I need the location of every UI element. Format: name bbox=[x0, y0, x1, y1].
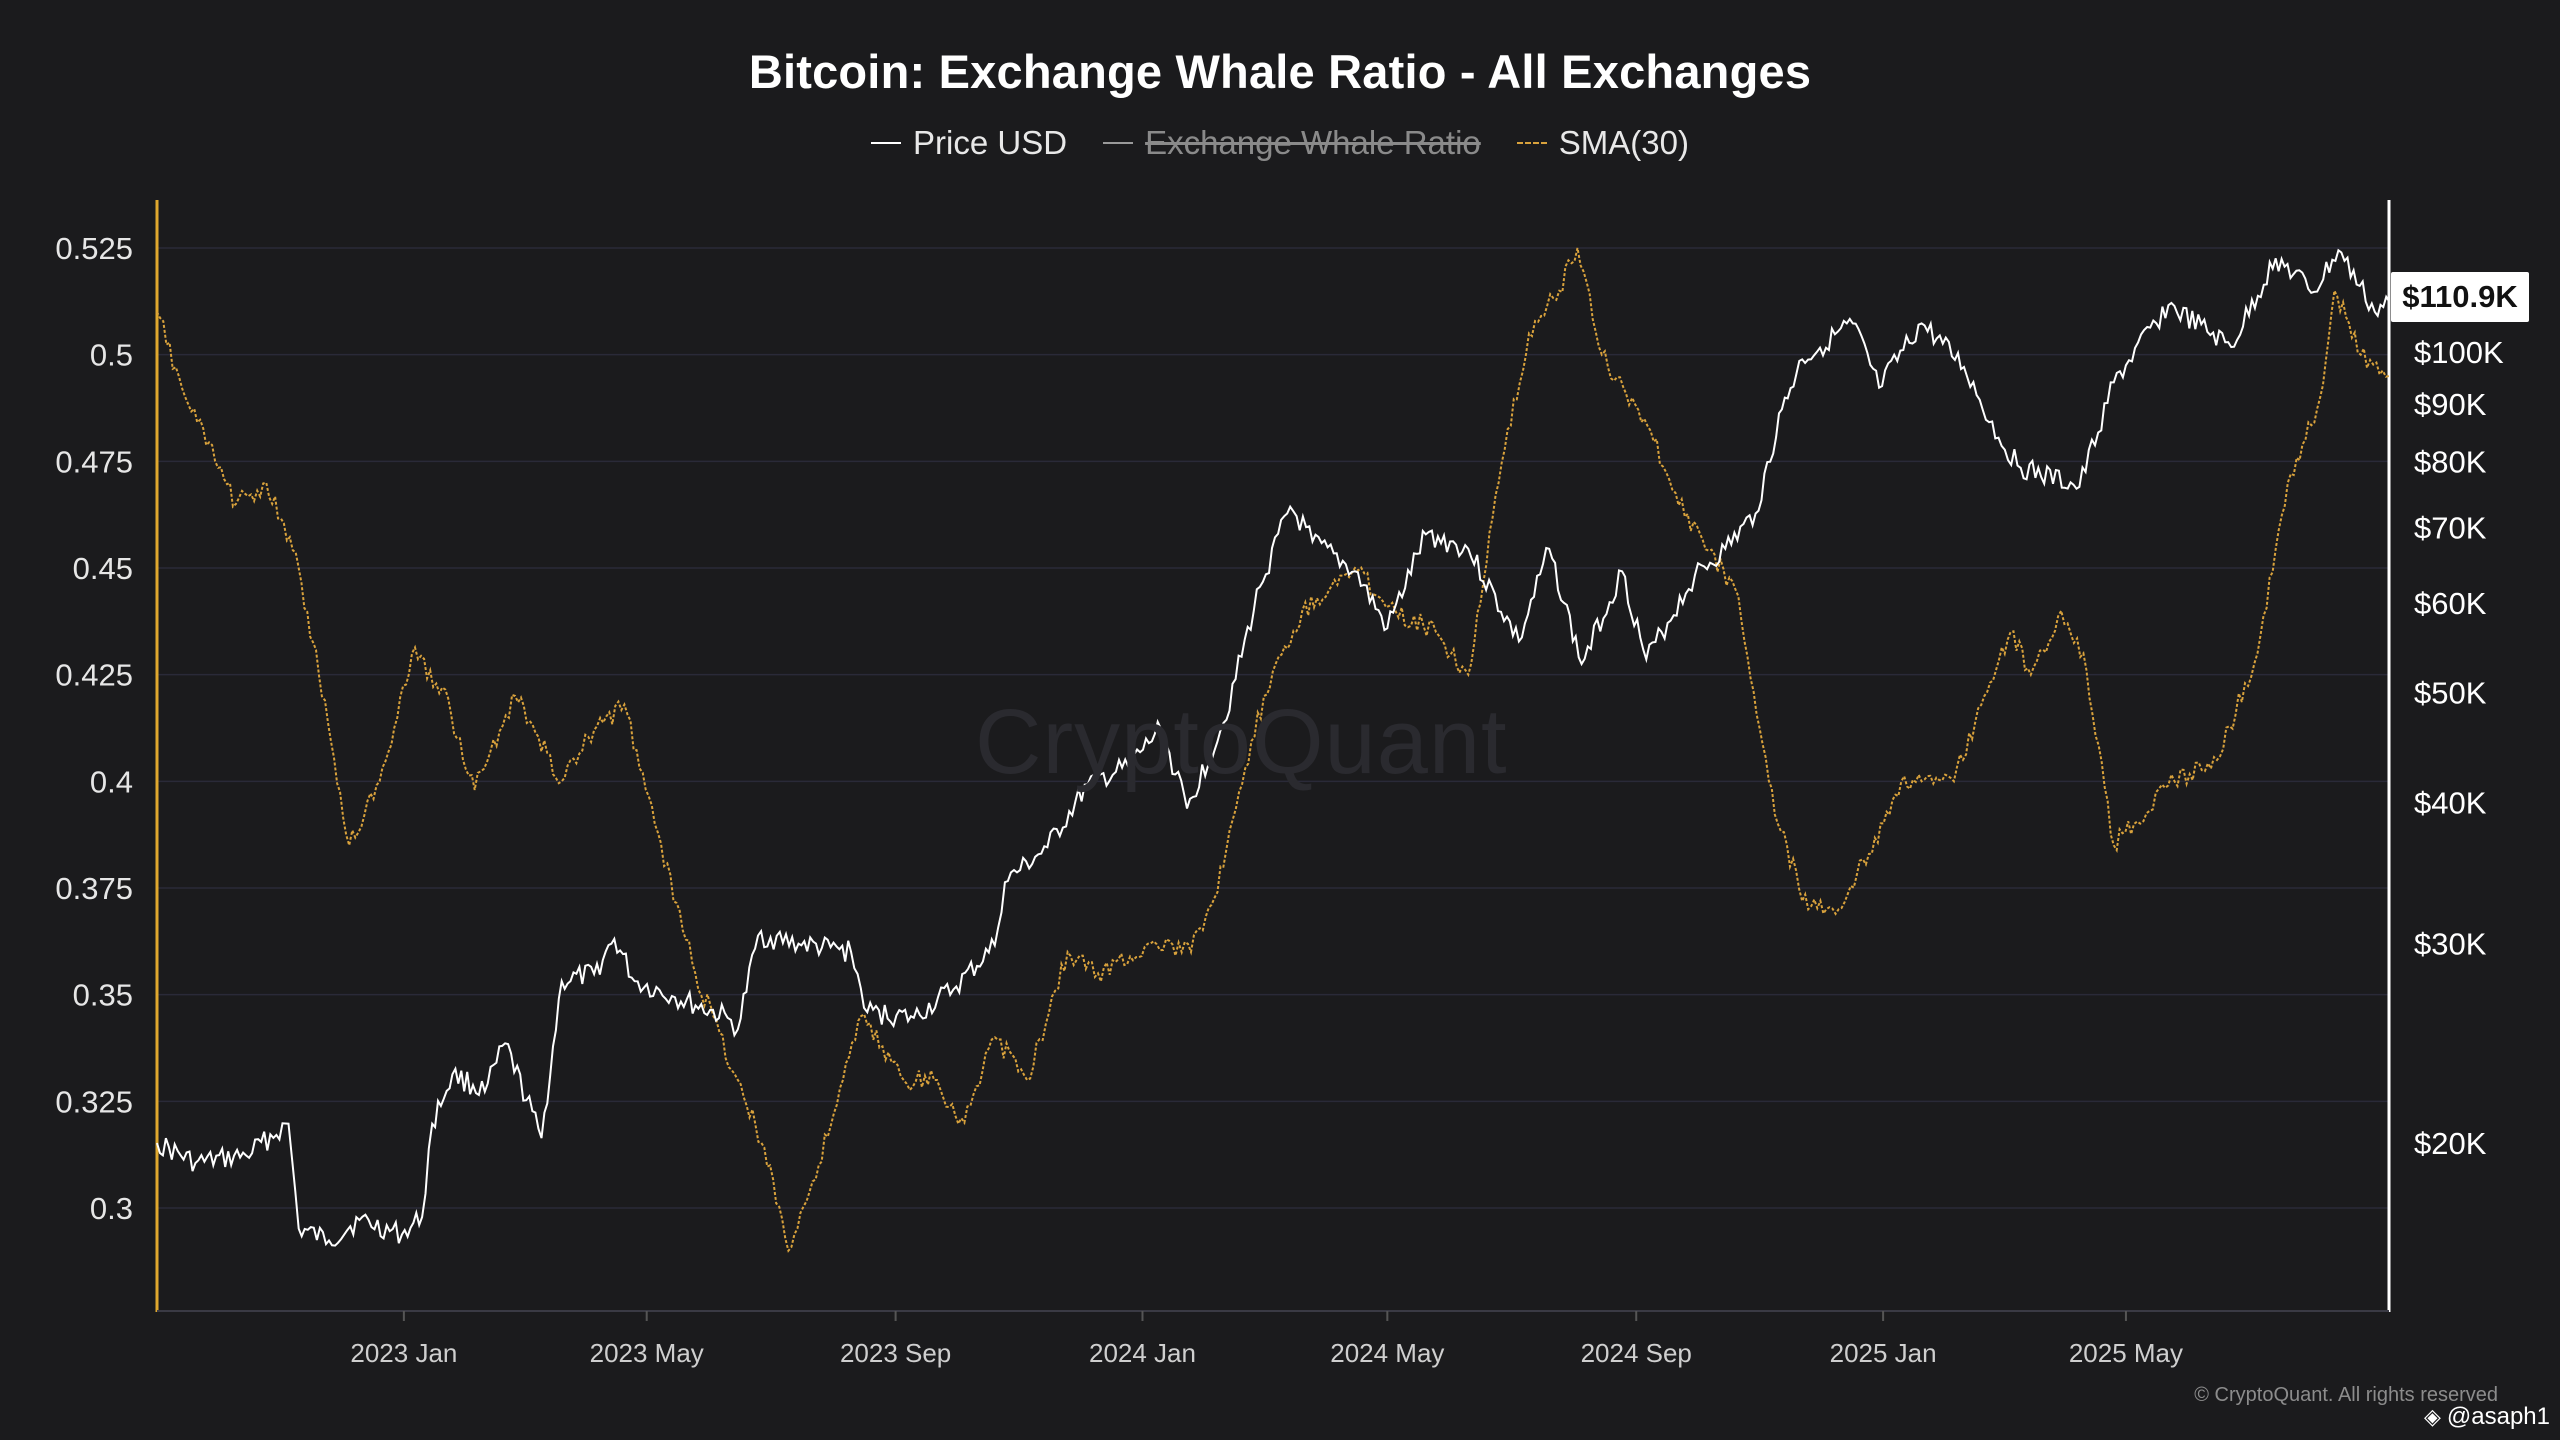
legend-line-icon bbox=[1516, 142, 1547, 144]
x-tick-label: 2023 May bbox=[590, 1338, 704, 1368]
legend-label: SMA(30) bbox=[1558, 124, 1689, 161]
y-right-tick-label: $90K bbox=[2414, 387, 2487, 422]
y-right-tick-label: $30K bbox=[2414, 927, 2487, 962]
y-left-tick-label: 0.5 bbox=[90, 338, 133, 373]
legend-label: Exchange Whale Ratio bbox=[1145, 124, 1481, 161]
x-tick-label: 2025 Jan bbox=[1830, 1338, 1937, 1368]
binance-icon: ◈ bbox=[2423, 1404, 2441, 1429]
y-left-tick-label: 0.325 bbox=[55, 1084, 133, 1119]
watermark: CryptoQuant bbox=[975, 691, 1508, 793]
legend-item-exchange-whale-ratio[interactable]: Exchange Whale Ratio bbox=[1103, 124, 1481, 162]
y-right-axis-ticks: $100K $90K $80K $70K $60K $50K $40K $30K $20K bbox=[2414, 335, 2504, 1161]
y-right-tick-label: $100K bbox=[2414, 335, 2504, 370]
y-left-tick-label: 0.475 bbox=[55, 444, 133, 479]
sma-30-series-line bbox=[156, 247, 2390, 1253]
x-tick-label: 2023 Jan bbox=[350, 1338, 457, 1368]
y-right-tick-label: $20K bbox=[2414, 1126, 2487, 1161]
y-left-axis-ticks: 0.525 0.5 0.475 0.45 0.425 0.4 0.375 0.35 0.325 0… bbox=[55, 231, 133, 1226]
author-credit: ◈ @asaph1 bbox=[2424, 1403, 2550, 1431]
legend-line-icon bbox=[871, 142, 902, 144]
y-left-tick-label: 0.525 bbox=[55, 231, 133, 266]
y-left-tick-label: 0.35 bbox=[73, 978, 133, 1013]
y-left-tick-label: 0.4 bbox=[90, 764, 133, 799]
y-right-tick-label: $70K bbox=[2414, 510, 2487, 545]
x-tick-label: 2024 Sep bbox=[1581, 1338, 1692, 1368]
x-tick-label: 2023 Sep bbox=[840, 1338, 951, 1368]
author-handle: @asaph1 bbox=[2446, 1403, 2550, 1430]
copyright-text: © CryptoQuant. All rights reserved bbox=[2194, 1384, 2498, 1406]
y-right-tick-label: $50K bbox=[2414, 676, 2487, 711]
price-usd-series-line bbox=[156, 248, 2390, 1247]
x-tick-label: 2025 May bbox=[2069, 1338, 2183, 1368]
y-left-tick-label: 0.425 bbox=[55, 658, 133, 693]
legend-item-price-usd[interactable]: Price USD bbox=[871, 124, 1067, 162]
x-tick-label: 2024 May bbox=[1330, 1338, 1444, 1368]
grid-lines bbox=[157, 247, 2389, 1209]
y-left-tick-label: 0.375 bbox=[55, 871, 133, 906]
y-left-tick-label: 0.45 bbox=[73, 551, 133, 586]
legend: Price USD Exchange Whale Ratio SMA(30) bbox=[0, 124, 2560, 162]
y-right-tick-label: $60K bbox=[2414, 586, 2487, 621]
x-axis-ticks: 2023 Jan 2023 May 2023 Sep 2024 Jan 2024 May… bbox=[350, 1311, 2183, 1368]
chart-title: Bitcoin: Exchange Whale Ratio - All Exch… bbox=[748, 45, 1812, 98]
legend-line-icon bbox=[1103, 142, 1134, 144]
legend-label: Price USD bbox=[913, 124, 1068, 161]
current-price-tag: $110.9K bbox=[2391, 272, 2529, 322]
x-tick-label: 2024 Jan bbox=[1089, 1338, 1196, 1368]
y-right-tick-label: $40K bbox=[2414, 785, 2487, 820]
y-left-tick-label: 0.3 bbox=[90, 1191, 133, 1226]
legend-item-sma-30[interactable]: SMA(30) bbox=[1516, 124, 1689, 162]
y-right-tick-label: $80K bbox=[2414, 445, 2487, 480]
